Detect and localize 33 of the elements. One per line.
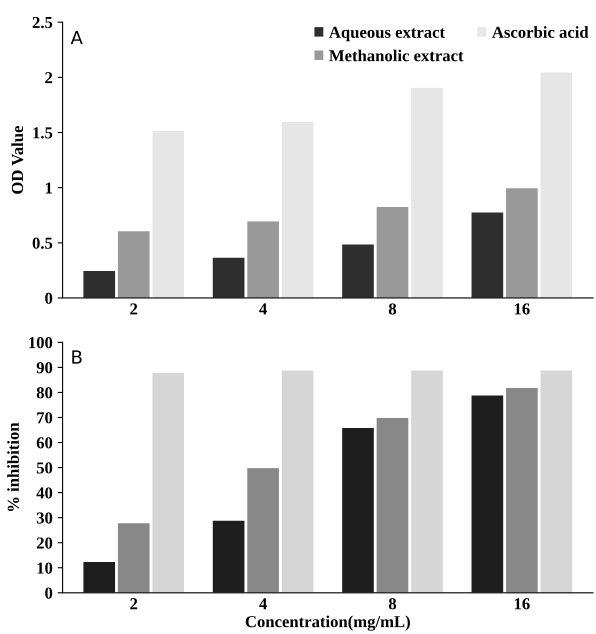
annotation: A bbox=[70, 31, 83, 44]
legend-label: Aqueous extract bbox=[329, 26, 445, 42]
x-tick-label: 2 bbox=[130, 598, 138, 610]
y-tick-label: 100 bbox=[29, 337, 52, 348]
y-axis-title: OD Value bbox=[11, 126, 24, 194]
y-tick-label: 20 bbox=[36, 537, 52, 549]
y-tick-label: 80 bbox=[36, 387, 52, 398]
x-tick-label: 2 bbox=[130, 303, 138, 314]
y-tick-label: 0.5 bbox=[32, 238, 52, 249]
x-tick-label: 4 bbox=[259, 303, 267, 314]
y-tick-label: 1 bbox=[46, 182, 52, 194]
x-tick-label: 4 bbox=[259, 598, 267, 610]
y-tick-label: 10 bbox=[38, 562, 52, 574]
y-tick-label: 70 bbox=[37, 412, 52, 424]
y-tick-label: 90 bbox=[36, 362, 52, 374]
y-tick-label: 1.5 bbox=[33, 127, 52, 139]
x-tick-label: 16 bbox=[514, 598, 530, 610]
x-tick-label: 8 bbox=[388, 598, 396, 610]
y-tick-label: 2 bbox=[45, 72, 52, 84]
y-tick-label: 40 bbox=[36, 487, 52, 499]
y-tick-label: 30 bbox=[36, 512, 52, 524]
x-tick-label: 8 bbox=[388, 303, 396, 315]
annotation: B bbox=[72, 350, 82, 364]
y-tick-label: 0 bbox=[45, 587, 52, 599]
legend-label: Ascorbic acid bbox=[492, 26, 588, 38]
y-tick-label: 50 bbox=[36, 462, 52, 474]
y-tick-label: 0 bbox=[45, 292, 52, 304]
x-axis-title: Concentration(mg/mL) bbox=[246, 616, 410, 631]
y-tick-label: 2.5 bbox=[32, 16, 52, 28]
x-tick-label: 16 bbox=[514, 303, 530, 315]
y-axis-title: % inhibition bbox=[7, 422, 19, 512]
legend-label: Methanolic extract bbox=[329, 50, 464, 62]
y-tick-label: 60 bbox=[36, 437, 52, 448]
